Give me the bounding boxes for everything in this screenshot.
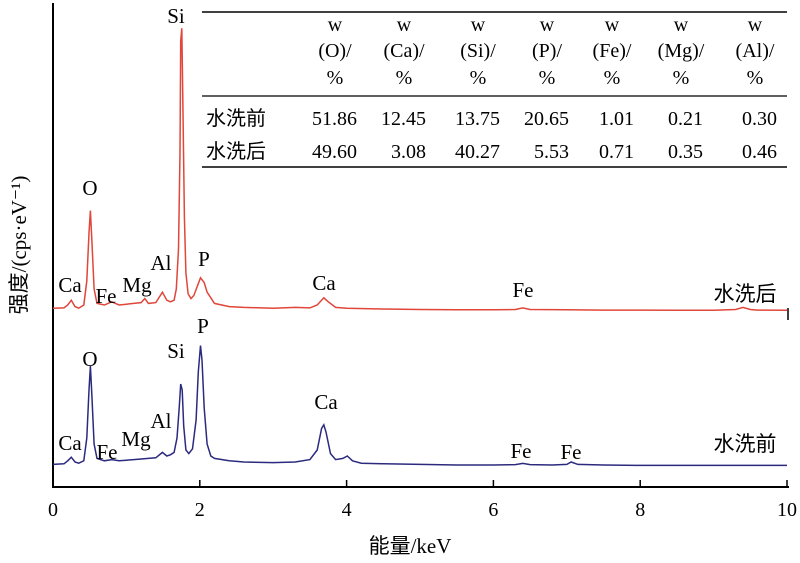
table-header-top: w xyxy=(471,14,486,36)
table-header-top: w xyxy=(605,14,620,36)
x-tick-label: 0 xyxy=(48,499,58,521)
x-axis-label: 能量/keV xyxy=(369,534,452,558)
peak-label-fe-after: Fe xyxy=(513,278,534,302)
table-cell: 0.30 xyxy=(742,108,777,130)
table-header-top: w xyxy=(328,14,343,36)
table-cell: 0.46 xyxy=(742,141,777,163)
table-header-bottom: % xyxy=(747,67,764,89)
table-header-bottom: % xyxy=(673,67,690,89)
table-header-mid: (Si)/ xyxy=(460,40,496,62)
peak-label-fe-before-right: Fe xyxy=(561,440,582,464)
series-label-after: 水洗后 xyxy=(714,282,777,306)
table-header-top: w xyxy=(748,14,763,36)
peak-label-p-before: P xyxy=(197,314,209,338)
x-tick-label: 10 xyxy=(777,499,797,521)
table-cell: 5.53 xyxy=(534,141,569,163)
peak-label-mg-after: Mg xyxy=(122,273,152,297)
table-cell: 40.27 xyxy=(455,141,500,163)
spectrum-line-before-washing xyxy=(52,345,787,467)
table-cell: 1.01 xyxy=(599,108,634,130)
peak-label-si-after: Si xyxy=(167,4,185,28)
peak-label-si-before: Si xyxy=(167,339,185,363)
peak-label-ca-after-low: Ca xyxy=(58,273,82,297)
peak-label-ca-before-high: Ca xyxy=(314,390,338,414)
table-cell: 20.65 xyxy=(524,108,569,130)
table-row-label: 水洗前 xyxy=(206,107,266,130)
peak-label-al-after: Al xyxy=(151,251,172,275)
table-header-mid: (Al)/ xyxy=(736,40,775,62)
peak-label-o-after: O xyxy=(82,176,97,200)
table-cell: 12.45 xyxy=(381,108,426,130)
x-tick-label: 2 xyxy=(195,499,205,521)
table-row-label: 水洗后 xyxy=(206,140,266,163)
composition-table: w (O)/% w (Ca)/% w (Si)/% w (P)/% w (Fe)/% w (Mg)/%… xyxy=(202,11,787,168)
peak-label-ca-before-low: Ca xyxy=(58,431,82,455)
table-cell: 13.75 xyxy=(455,108,500,130)
peak-label-fe-before-mid: Fe xyxy=(511,439,532,463)
table-header-top: w xyxy=(540,14,555,36)
table-header-mid: (O)/ xyxy=(318,40,352,62)
table-header-mid: (Fe)/ xyxy=(593,40,632,62)
table-header-bottom: % xyxy=(539,67,556,89)
table-header-mid: (Ca)/ xyxy=(383,40,425,62)
peak-label-p-after: P xyxy=(198,247,210,271)
table-header-mid: (P)/ xyxy=(532,40,562,62)
peak-label-fe-before-low: Fe xyxy=(97,440,118,464)
table-header-bottom: % xyxy=(327,67,344,89)
x-ticks: 0 2 4 6 8 10 xyxy=(48,480,797,521)
peak-label-mg-before: Mg xyxy=(121,427,151,451)
x-tick-label: 8 xyxy=(635,499,645,521)
table-header-bottom: % xyxy=(396,67,413,89)
peak-label-ca-after-high: Ca xyxy=(312,271,336,295)
x-tick-label: 4 xyxy=(342,499,352,521)
table-cell: 3.08 xyxy=(391,141,426,163)
table-header-top: w xyxy=(397,14,412,36)
table-cell: 0.21 xyxy=(668,108,703,130)
table-header-top: w xyxy=(674,14,689,36)
y-axis-label: 强度/(cps·eV⁻¹) xyxy=(7,176,31,315)
x-tick-label: 6 xyxy=(488,499,498,521)
table-header-bottom: % xyxy=(470,67,487,89)
table-body: 水洗前 51.86 12.45 13.75 20.65 1.01 0.21 0.30 水洗后 49… xyxy=(206,107,777,163)
table-cell: 0.35 xyxy=(668,141,703,163)
table-cell: 49.60 xyxy=(312,141,357,163)
table-header-mid: (Mg)/ xyxy=(658,40,705,62)
table-cell: 51.86 xyxy=(312,108,357,130)
peak-label-o-before: O xyxy=(82,347,97,371)
table-header-bottom: % xyxy=(604,67,621,89)
table-cell: 0.71 xyxy=(599,141,634,163)
series-label-before: 水洗前 xyxy=(714,432,777,456)
peak-label-al-before: Al xyxy=(151,409,172,433)
table-header-row: w (O)/% w (Ca)/% w (Si)/% w (P)/% w (Fe)/% w (Mg)/%… xyxy=(318,14,775,89)
peak-label-fe-after-low: Fe xyxy=(96,284,117,308)
spectrum-line-after-washing xyxy=(52,28,788,312)
